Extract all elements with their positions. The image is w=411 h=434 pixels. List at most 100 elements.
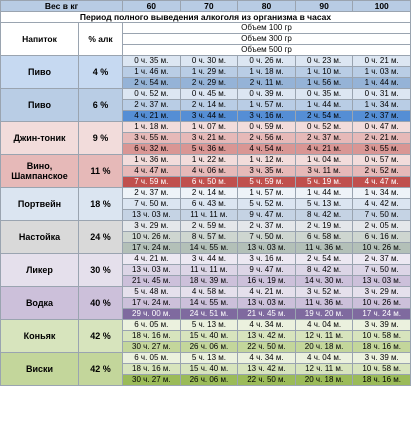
time-cell: 10 ч. 58 м. [352,330,411,342]
time-cell: 17 ч. 24 м. [352,308,411,320]
time-cell: 1 ч. 36 м. [122,154,181,166]
time-cell: 3 ч. 44 м. [179,110,239,122]
drink-header: Напиток [0,22,79,56]
time-cell: 14 ч. 30 м. [294,275,354,287]
time-cell: 7 ч. 50 м. [122,198,181,210]
time-cell: 2 ч. 52 м. [352,165,411,177]
time-cell: 18 ч. 16 м. [352,341,411,353]
time-cell: 20 ч. 18 м. [294,374,354,386]
time-cell: 0 ч. 31 м. [352,88,411,100]
table-row: Водка 40 % 5 ч. 48 м. 4 ч. 58 м. 4 ч. 21 м. 3… [0,286,411,320]
time-cell: 1 ч. 22 м. [179,154,239,166]
table-row: 29 ч. 00 м. 24 ч. 51 м. 21 ч. 45 м. 19 ч. 2… [1,308,411,320]
time-cell: 7 ч. 50 м. [352,264,411,276]
table-row: 30 ч. 27 м. 26 ч. 06 м. 22 ч. 50 м. 20 ч. 1… [1,374,411,386]
table-row: 2 ч. 37 м. 2 ч. 14 м. 1 ч. 57 м. 1 ч. 44 м.… [1,99,411,111]
time-cell: 17 ч. 24 м. [122,242,181,254]
time-cell: 4 ч. 58 м. [179,286,239,298]
time-cell: 2 ч. 37 м. [122,187,181,199]
table-row: Настойка 24 % 3 ч. 29 м. 2 ч. 59 м. 2 ч. 37 … [0,220,411,254]
drink-name: Ликер [0,253,79,287]
time-cell: 22 ч. 50 м. [237,374,296,386]
time-cell: 7 ч. 50 м. [352,209,411,221]
time-cell: 2 ч. 37 м. [352,110,411,122]
time-cell: 1 ч. 44 м. [352,77,411,89]
drink-name: Виски [0,352,79,386]
time-cell: 2 ч. 14 м. [179,187,239,199]
time-cell: 8 ч. 42 м. [294,264,354,276]
time-cell: 4 ч. 04 м. [294,352,354,364]
time-cell: 5 ч. 13 м. [294,198,354,210]
table-row: 13 ч. 03 м. 11 ч. 11 м. 9 ч. 47 м. 8 ч. 42 … [1,264,411,276]
time-cell: 24 ч. 51 м. [179,308,239,320]
weight: 60 [122,0,181,12]
time-cell: 18 ч. 16 м. [122,330,181,342]
time-cell: 3 ч. 55 м. [122,132,181,144]
time-cell: 21 ч. 45 м. [237,308,296,320]
table-row: 3 ч. 55 м. 3 ч. 21 м. 2 ч. 56 м. 2 ч. 37 м.… [1,132,411,144]
time-cell: 18 ч. 39 м. [179,275,239,287]
time-cell: 2 ч. 05 м. [352,220,411,232]
table-row: Напиток% алк Объем 100 гр [0,22,411,56]
table-row: Джин-тоник 9 % 1 ч. 18 м. 1 ч. 07 м. 0 ч. 59… [0,121,411,155]
time-cell: 1 ч. 12 м. [237,154,296,166]
time-cell: 6 ч. 32 м. [122,143,181,155]
drink-percent: 30 % [77,253,124,287]
table-row: 10 ч. 26 м. 8 ч. 57 м. 7 ч. 50 м. 6 ч. 58 м… [1,231,411,243]
drink-name: Портвейн [0,187,79,221]
time-cell: 1 ч. 56 м. [294,77,354,89]
volume-label: Объем 500 гр [122,44,411,56]
time-cell: 4 ч. 42 м. [352,198,411,210]
time-cell: 2 ч. 19 м. [294,220,354,232]
table-row: Виски 42 % 6 ч. 05 м. 5 ч. 13 м. 4 ч. 34 м. 4… [0,352,411,386]
time-cell: 3 ч. 29 м. [352,286,411,298]
time-cell: 11 ч. 11 м. [179,209,239,221]
drink-percent: 40 % [77,286,124,320]
time-cell: 11 ч. 36 м. [294,242,354,254]
time-cell: 2 ч. 54 м. [294,253,354,265]
time-cell: 0 ч. 30 м. [179,55,239,67]
time-cell: 18 ч. 16 м. [352,374,411,386]
table-row: Вино, Шампанское 11 % 1 ч. 36 м. 1 ч. 22 м.… [0,154,411,188]
time-cell: 7 ч. 59 м. [122,176,181,188]
time-cell: 16 ч. 19 м. [237,275,296,287]
time-cell: 2 ч. 14 м. [179,99,239,111]
time-cell: 4 ч. 47 м. [122,165,181,177]
time-cell: 3 ч. 52 м. [294,286,354,298]
time-cell: 1 ч. 44 м. [294,99,354,111]
time-cell: 0 ч. 23 м. [294,55,354,67]
table-row: Период полного выведения алкоголя из орг… [0,11,411,23]
time-cell: 6 ч. 50 м. [179,176,239,188]
time-cell: 3 ч. 44 м. [179,253,239,265]
time-cell: 13 ч. 42 м. [237,330,296,342]
time-cell: 10 ч. 26 м. [352,297,411,309]
time-cell: 8 ч. 42 м. [294,209,354,221]
time-cell: 13 ч. 03 м. [352,275,411,287]
drink-percent: 42 % [77,352,124,386]
table-row: Пиво 4 % 0 ч. 35 м. 0 ч. 30 м. 0 ч. 26 м. 0 ч… [0,55,411,89]
percent-header: % алк [77,22,124,56]
table-row: 6 ч. 32 м. 5 ч. 36 м. 4 ч. 54 м. 4 ч. 21 м.… [1,143,411,155]
time-cell: 2 ч. 37 м. [352,253,411,265]
time-cell: 5 ч. 52 м. [237,198,296,210]
volume-label: Объем 100 гр [122,22,411,34]
time-cell: 0 ч. 45 м. [179,88,239,100]
time-cell: 13 ч. 03 м. [122,264,181,276]
time-cell: 1 ч. 18 м. [237,66,296,78]
time-cell: 1 ч. 03 м. [352,66,411,78]
time-cell: 0 ч. 26 м. [237,55,296,67]
drink-percent: 42 % [77,319,124,353]
drink-name: Коньяк [0,319,79,353]
table-row: 30 ч. 27 м. 26 ч. 06 м. 22 ч. 50 м. 20 ч. 1… [1,341,411,353]
time-cell: 3 ч. 16 м. [237,253,296,265]
time-cell: 2 ч. 59 м. [179,220,239,232]
weight: 70 [179,0,239,12]
time-cell: 13 ч. 42 м. [237,363,296,375]
time-cell: 0 ч. 59 м. [237,121,296,133]
table-row: Ликер 30 % 4 ч. 21 м. 3 ч. 44 м. 3 ч. 16 м. 2… [0,253,411,287]
time-cell: 4 ч. 34 м. [237,319,296,331]
time-cell: 3 ч. 55 м. [352,143,411,155]
time-cell: 4 ч. 21 м. [237,286,296,298]
time-cell: 2 ч. 29 м. [179,77,239,89]
